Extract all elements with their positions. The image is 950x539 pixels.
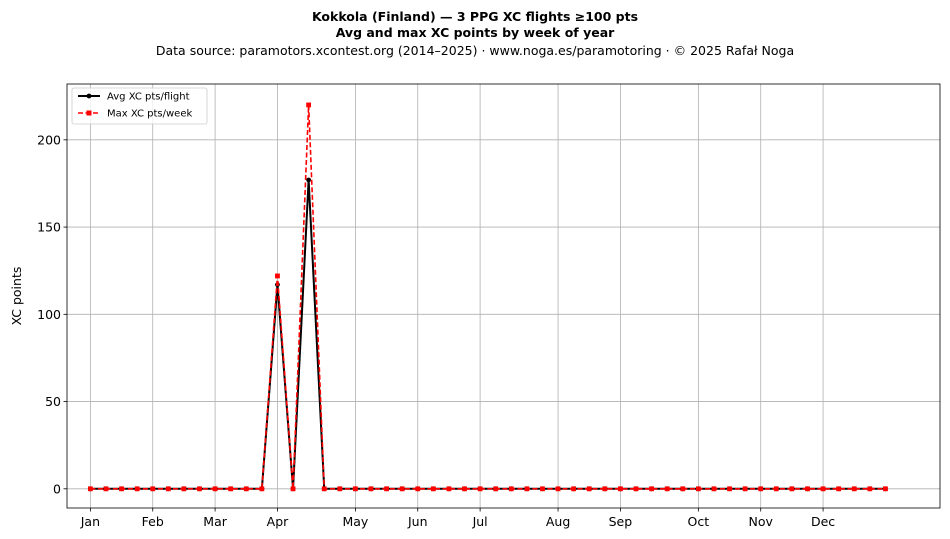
series-point-1: [103, 486, 109, 492]
tick-layer: 0 50 100 150 200 Jan Feb Mar Apr May Jun Jul Aug Sep O…: [37, 132, 835, 529]
series-point-1: [306, 102, 312, 108]
series-point-1: [618, 486, 623, 492]
series-point-1: [727, 486, 732, 492]
series-point-1: [290, 486, 296, 492]
series-point-1: [119, 486, 124, 492]
chart-subtitle: Data source: paramotors.xcontest.org (20…: [156, 43, 794, 58]
series-point-1: [851, 486, 857, 492]
plot-frame: [66, 83, 941, 509]
y-tick-label: 50: [45, 394, 61, 409]
series-point-1: [462, 486, 467, 492]
series-point-1: [259, 486, 265, 492]
series-point-1: [602, 486, 608, 492]
y-axis-label: XC points: [9, 267, 24, 326]
series-point-1: [805, 486, 810, 492]
series-layer: [87, 102, 888, 492]
series-point-1: [353, 486, 358, 492]
legend: Avg XC pts/flight Max XC pts/week: [71, 87, 208, 125]
series-point-1: [446, 486, 452, 492]
series-point-1: [165, 486, 171, 492]
x-tick-label: Jun: [407, 514, 428, 529]
x-tick-label: Sep: [609, 514, 633, 529]
legend-box: [71, 87, 208, 125]
x-tick-label: Dec: [811, 514, 835, 529]
series-point-1: [649, 486, 654, 492]
series-point-1: [742, 486, 748, 492]
y-tick-label: 100: [37, 307, 61, 322]
series-point-1: [820, 486, 826, 492]
x-tick-label: Mar: [203, 514, 227, 529]
series-point-1: [524, 486, 530, 492]
legend-marker-max: [86, 110, 92, 116]
series-line-1: [90, 104, 886, 490]
y-tick-label: 200: [37, 132, 61, 147]
x-tick-label: May: [342, 514, 368, 529]
series-point-1: [275, 273, 280, 279]
y-tick-label: 150: [37, 220, 61, 235]
series-point-1: [430, 486, 436, 492]
chart-title-line1: Kokkola (Finland) — 3 PPG XC flights ≥10…: [312, 9, 638, 24]
series-point-1: [197, 486, 202, 492]
series-point-1: [540, 486, 545, 492]
legend-marker-avg: [86, 93, 92, 99]
series-point-1: [399, 486, 405, 492]
series-point-1: [789, 486, 795, 492]
series-point-1: [321, 486, 327, 492]
series-point-1: [571, 486, 577, 492]
series-point-1: [493, 486, 499, 492]
series-line-0: [90, 178, 886, 490]
chart-title-line2: Avg and max XC points by week of year: [336, 25, 615, 40]
series-point-1: [758, 486, 764, 492]
x-tick-label: Apr: [267, 514, 289, 529]
series-point-1: [773, 486, 779, 492]
series-point-1: [477, 486, 483, 492]
series-point-1: [337, 486, 343, 492]
series-point-1: [695, 486, 701, 492]
series-point-1: [243, 486, 249, 492]
series-point-1: [836, 486, 842, 492]
series-point-1: [680, 486, 686, 492]
series-point-1: [711, 486, 717, 492]
legend-label-avg: Avg XC pts/flight: [107, 92, 190, 103]
series-point-1: [368, 486, 374, 492]
series-point-1: [384, 486, 389, 492]
legend-label-max: Max XC pts/week: [107, 109, 192, 120]
grid-layer: [67, 84, 940, 508]
series-point-1: [586, 486, 592, 492]
series-point-1: [664, 486, 670, 492]
series-point-1: [633, 486, 639, 492]
series-point-1: [508, 486, 514, 492]
x-tick-label: Nov: [749, 514, 774, 529]
series-point-1: [415, 486, 421, 492]
series-point-1: [150, 486, 156, 492]
series-point-1: [181, 486, 187, 492]
x-tick-label: Jan: [80, 514, 100, 529]
series-point-1: [228, 486, 234, 492]
series-point-1: [883, 486, 888, 492]
x-tick-label: Jul: [472, 514, 488, 529]
x-tick-label: Aug: [546, 514, 570, 529]
series-point-1: [134, 486, 140, 492]
series-point-1: [867, 486, 873, 492]
series-point-1: [87, 486, 93, 492]
y-tick-label: 0: [53, 481, 61, 496]
series-point-1: [555, 486, 561, 492]
series-point-0: [306, 177, 312, 183]
x-tick-label: Oct: [688, 514, 710, 529]
series-point-1: [212, 486, 218, 492]
x-tick-label: Feb: [142, 514, 164, 529]
